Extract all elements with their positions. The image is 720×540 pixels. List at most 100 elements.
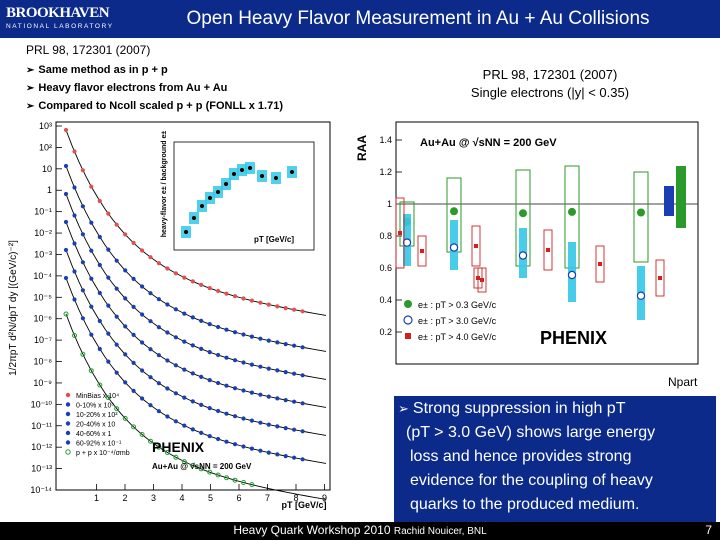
spectra-point xyxy=(106,331,111,336)
spectra-legend-marker xyxy=(65,392,71,398)
spectra-point xyxy=(97,198,102,204)
spectra-point xyxy=(123,268,128,273)
spectra-point xyxy=(216,352,221,358)
spectra-point xyxy=(266,394,271,399)
spectra-point xyxy=(114,342,119,347)
spectra-point xyxy=(216,380,221,386)
spectra-system-label: Au+Au @ √sNN = 200 GeV xyxy=(152,462,252,471)
spectra-point xyxy=(156,297,161,302)
spectra-point xyxy=(156,381,161,386)
spectra-point xyxy=(199,318,204,323)
raa-ylabel: RAA xyxy=(355,135,369,161)
spectra-curves xyxy=(63,127,327,500)
spectra-point xyxy=(97,318,102,324)
spectra-point xyxy=(224,411,229,416)
spectra-legend-label: p + p x 10⁻⁴/σmb xyxy=(76,450,130,457)
spectra-y-tick-label: 10⁻⁸ xyxy=(33,357,52,367)
spectra-point xyxy=(80,288,85,293)
spectra-legend: MinBias x 10⁴ 0-10% x 10³ 10-20% x 10² 20-4… xyxy=(65,392,130,457)
raa-red-point xyxy=(398,231,402,235)
spectra-point xyxy=(292,343,297,348)
spectra-point xyxy=(190,315,195,320)
raa-green-point xyxy=(519,209,527,218)
spectra-point xyxy=(63,191,69,197)
raa-red-point xyxy=(476,276,480,280)
spectra-x-tick-label: 1 xyxy=(94,493,99,503)
spectra-point xyxy=(266,338,271,343)
spectra-legend-marker xyxy=(65,411,71,417)
spectra-point xyxy=(156,261,161,266)
spectra-point xyxy=(156,444,162,450)
spectra-point xyxy=(106,247,111,252)
spectra-x-ticks: 1 2 3 4 5 6 7 8 9 xyxy=(94,484,327,503)
spectra-point xyxy=(190,343,195,348)
spectra-point xyxy=(232,442,238,447)
spectra-y-tick-label: 10⁻¹⁴ xyxy=(30,485,52,495)
spectra-point xyxy=(216,408,221,414)
raa-legend-label: e± : pT > 3.0 GeV/c xyxy=(418,316,497,326)
inset-point xyxy=(240,168,244,172)
inset-point xyxy=(248,166,252,170)
raa-legend-label: e± : pT > 4.0 GeV/c xyxy=(418,332,497,342)
spectra-point xyxy=(106,303,111,308)
spectra-point xyxy=(283,306,288,311)
spectra-point xyxy=(123,296,128,301)
spectra-y-tick-label: 10⁻⁷ xyxy=(34,335,52,345)
bullet-3: ➢ Compared to Ncoll scaled p + p (FONLL x… xyxy=(26,100,283,112)
spectra-point xyxy=(241,480,246,485)
spectra-legend-label: 60-92% x 10⁻¹ xyxy=(76,441,122,448)
spectra-point xyxy=(131,240,136,245)
spectra-point xyxy=(224,327,229,332)
spectra-point xyxy=(224,383,229,388)
spectra-point xyxy=(249,482,255,488)
raa-legend-label: e± : pT > 0.3 GeV/c xyxy=(418,300,497,310)
inset-ylabel: heavy-flavor e± / background e± xyxy=(161,131,168,238)
raa-red-syst-box xyxy=(595,245,605,283)
spectra-point xyxy=(89,276,94,281)
raa-red-syst-box xyxy=(655,259,665,297)
spectra-point xyxy=(173,391,178,396)
spectra-point xyxy=(283,342,288,347)
spectra-point xyxy=(80,204,85,209)
spectra-y-tick-label: 10⁻³ xyxy=(34,249,52,259)
spectra-y-tick-label: 10⁻⁶ xyxy=(34,314,53,324)
spectra-point xyxy=(148,255,153,260)
spectra-point xyxy=(207,469,213,475)
spectra-point xyxy=(173,335,178,340)
spectra-point xyxy=(300,429,305,434)
spectra-legend-label: 0-10% x 10³ xyxy=(76,403,114,410)
spectra-point xyxy=(89,248,94,253)
spectra-point xyxy=(72,333,77,338)
spectra-y-tick-label: 10⁻¹¹ xyxy=(31,421,52,431)
spectra-y-tick-label: 10⁻⁵ xyxy=(34,292,53,302)
spectra-phenix-logo: PHENIX xyxy=(152,439,205,455)
spectra-point xyxy=(156,353,161,358)
spectra-point xyxy=(63,219,69,225)
slide-footer: Heavy Quark Workshop 2010 Rachid Nouicer… xyxy=(0,522,720,540)
spectra-point xyxy=(241,360,246,365)
spectra-point xyxy=(140,368,145,373)
left-reference: PRL 98, 172301 (2007) xyxy=(26,43,151,57)
bullet-2: ➢ Heavy flavor electrons from Au + Au xyxy=(26,82,228,94)
spectra-point xyxy=(207,286,212,291)
spectra-point xyxy=(190,462,196,468)
spectra-point xyxy=(123,324,128,329)
raa-green-point xyxy=(637,208,645,217)
raa-y-tick-label: 1 xyxy=(387,199,392,209)
raa-y-tick-label: 0.2 xyxy=(379,327,392,337)
spectra-point xyxy=(80,351,86,357)
logo-line2: NATIONAL LABORATORY xyxy=(6,23,114,30)
spectra-point xyxy=(232,330,238,335)
spectra-point xyxy=(97,234,102,240)
inset-xlabel: pT [GeV/c] xyxy=(254,235,294,244)
spectra-point xyxy=(72,297,77,302)
spectra-point xyxy=(80,168,85,173)
spectra-x-tick-label: 8 xyxy=(293,493,298,503)
raa-legend-marker xyxy=(404,300,412,308)
spectra-point xyxy=(216,288,221,294)
spectra-point xyxy=(249,334,254,339)
spectra-point xyxy=(198,466,204,472)
spectra-point xyxy=(89,220,94,225)
spectra-point xyxy=(275,452,280,457)
raa-green-syst-box xyxy=(633,171,649,263)
